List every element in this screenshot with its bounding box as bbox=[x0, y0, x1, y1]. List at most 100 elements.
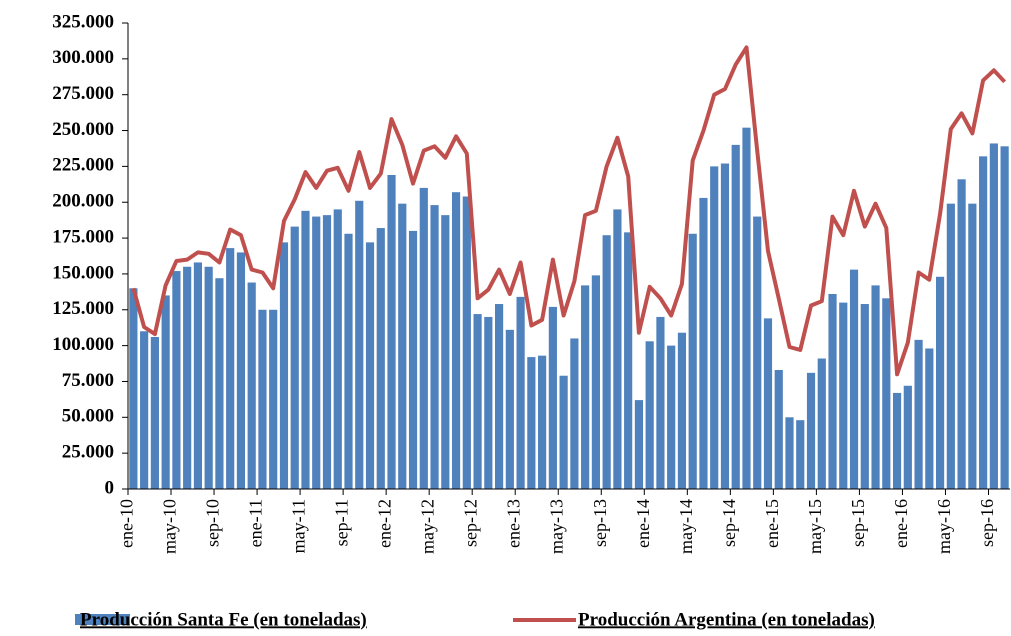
x-tick-label: may-13 bbox=[547, 499, 567, 554]
bar bbox=[419, 187, 428, 489]
bar bbox=[247, 282, 256, 489]
x-tick-label: may-16 bbox=[934, 499, 954, 554]
bar bbox=[376, 228, 385, 490]
bar bbox=[935, 276, 945, 489]
bar bbox=[806, 372, 816, 489]
bar bbox=[925, 348, 934, 489]
bar bbox=[989, 143, 998, 490]
bar bbox=[441, 215, 450, 490]
x-tick-label: may-11 bbox=[289, 499, 309, 553]
bar bbox=[215, 278, 224, 489]
bar bbox=[365, 242, 375, 489]
bar bbox=[430, 205, 439, 490]
bar bbox=[968, 203, 977, 489]
bar bbox=[538, 355, 547, 489]
x-tick-label: ene-16 bbox=[891, 499, 911, 548]
bar bbox=[269, 309, 278, 489]
bar bbox=[183, 266, 192, 489]
bar bbox=[473, 314, 482, 489]
bar bbox=[581, 285, 590, 489]
bar bbox=[688, 233, 697, 489]
bar bbox=[979, 156, 988, 489]
bar bbox=[527, 357, 536, 489]
bar bbox=[172, 271, 181, 489]
bar bbox=[957, 179, 966, 489]
bar bbox=[753, 216, 762, 490]
bar bbox=[236, 252, 246, 489]
bar bbox=[828, 293, 837, 489]
bar bbox=[312, 216, 321, 490]
bar bbox=[699, 197, 708, 489]
bar bbox=[484, 316, 493, 489]
x-tick-label: ene-14 bbox=[633, 499, 653, 548]
y-tick-label: 150.000 bbox=[52, 262, 114, 283]
bar bbox=[871, 285, 880, 489]
x-tick-label: ene-12 bbox=[375, 499, 395, 548]
bar bbox=[322, 215, 332, 490]
bar bbox=[860, 304, 869, 489]
x-tick-label: sep-10 bbox=[203, 499, 223, 547]
bar bbox=[333, 209, 342, 489]
x-tick-label: sep-11 bbox=[332, 499, 352, 546]
bar bbox=[516, 296, 525, 489]
bar bbox=[731, 144, 740, 489]
bar bbox=[129, 288, 138, 489]
bar bbox=[763, 318, 773, 489]
bar bbox=[914, 339, 923, 489]
y-tick-label: 200.000 bbox=[52, 191, 114, 212]
x-tick-label: may-10 bbox=[160, 499, 180, 554]
x-tick-label: sep-14 bbox=[719, 499, 739, 547]
y-tick-label: 300.000 bbox=[52, 47, 114, 68]
bar bbox=[634, 400, 644, 489]
legend-label: Producción Argentina (en toneladas) bbox=[578, 609, 875, 630]
x-tick-label: may-14 bbox=[676, 499, 696, 554]
bar bbox=[785, 417, 794, 489]
bar bbox=[656, 316, 665, 489]
bar bbox=[290, 226, 299, 490]
bar bbox=[462, 196, 471, 489]
bar bbox=[946, 203, 955, 489]
x-tick-label: sep-15 bbox=[848, 499, 868, 547]
bar bbox=[796, 420, 805, 489]
x-tick-label: sep-16 bbox=[977, 499, 997, 547]
bar bbox=[193, 262, 203, 489]
bar bbox=[710, 166, 719, 489]
x-tick-label: ene-11 bbox=[246, 499, 266, 547]
x-tick-label: ene-10 bbox=[117, 499, 137, 548]
bar bbox=[645, 341, 654, 489]
x-tick-label: ene-13 bbox=[504, 499, 524, 548]
bar bbox=[849, 269, 859, 489]
y-tick-label: 50.000 bbox=[62, 406, 114, 427]
bar bbox=[667, 345, 676, 489]
bar bbox=[204, 266, 213, 489]
bar bbox=[903, 385, 912, 489]
bar bbox=[226, 248, 235, 489]
bar bbox=[548, 306, 557, 489]
bar bbox=[677, 332, 687, 489]
bar bbox=[344, 233, 353, 489]
legend-swatch bbox=[75, 614, 130, 625]
line bbox=[131, 45, 1007, 377]
x-tick-label: sep-13 bbox=[590, 499, 610, 547]
y-tick-label: 175.000 bbox=[52, 226, 114, 247]
bar bbox=[451, 192, 461, 489]
bar bbox=[720, 163, 730, 490]
bar bbox=[882, 298, 891, 489]
legend-label: Producción Santa Fe (en toneladas) bbox=[80, 609, 367, 630]
bar bbox=[140, 331, 149, 489]
bar bbox=[613, 209, 622, 489]
x-tick-label: ene-15 bbox=[762, 499, 782, 548]
y-tick-label: 225.000 bbox=[52, 155, 114, 176]
bar bbox=[150, 337, 159, 489]
y-tick-label: 250.000 bbox=[52, 119, 114, 140]
y-tick-label: 25.000 bbox=[62, 442, 114, 463]
x-tick-label: sep-12 bbox=[461, 499, 481, 547]
bar bbox=[258, 309, 267, 489]
bar bbox=[892, 392, 902, 489]
bar bbox=[355, 200, 364, 489]
bar bbox=[570, 338, 579, 489]
y-tick-label: 275.000 bbox=[52, 83, 114, 104]
bar bbox=[387, 174, 396, 490]
y-tick-label: 75.000 bbox=[62, 370, 114, 391]
